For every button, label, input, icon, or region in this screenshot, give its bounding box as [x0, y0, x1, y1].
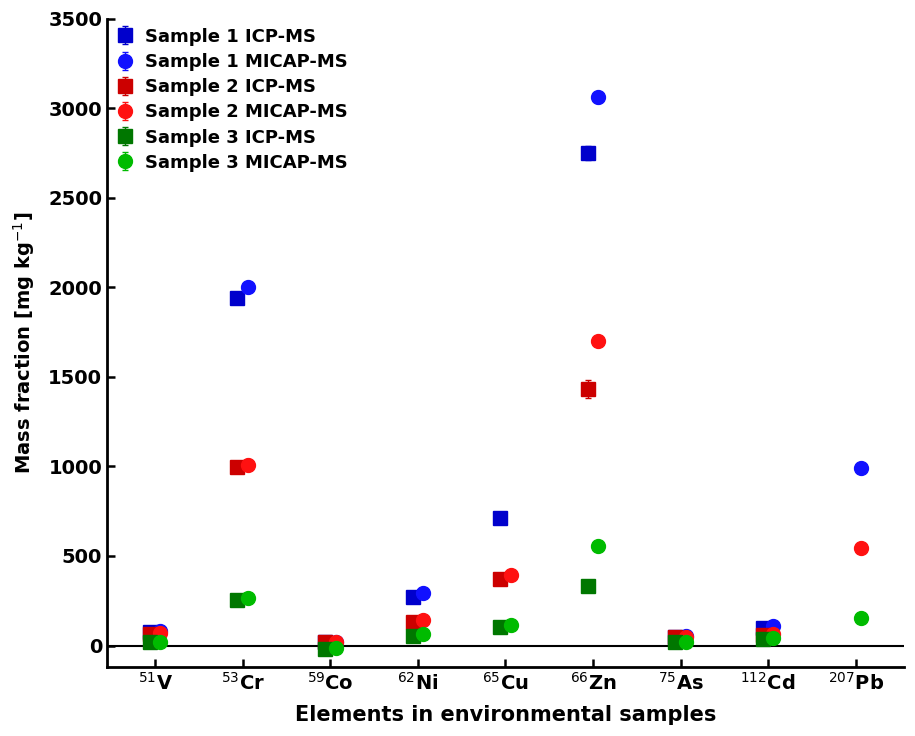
X-axis label: Elements in environmental samples: Elements in environmental samples [295, 705, 716, 725]
Legend: Sample 1 ICP-MS, Sample 1 MICAP-MS, Sample 2 ICP-MS, Sample 2 MICAP-MS, Sample 3: Sample 1 ICP-MS, Sample 1 MICAP-MS, Samp… [113, 24, 351, 175]
Y-axis label: Mass fraction [mg kg$^{-1}$]: Mass fraction [mg kg$^{-1}$] [11, 211, 37, 474]
